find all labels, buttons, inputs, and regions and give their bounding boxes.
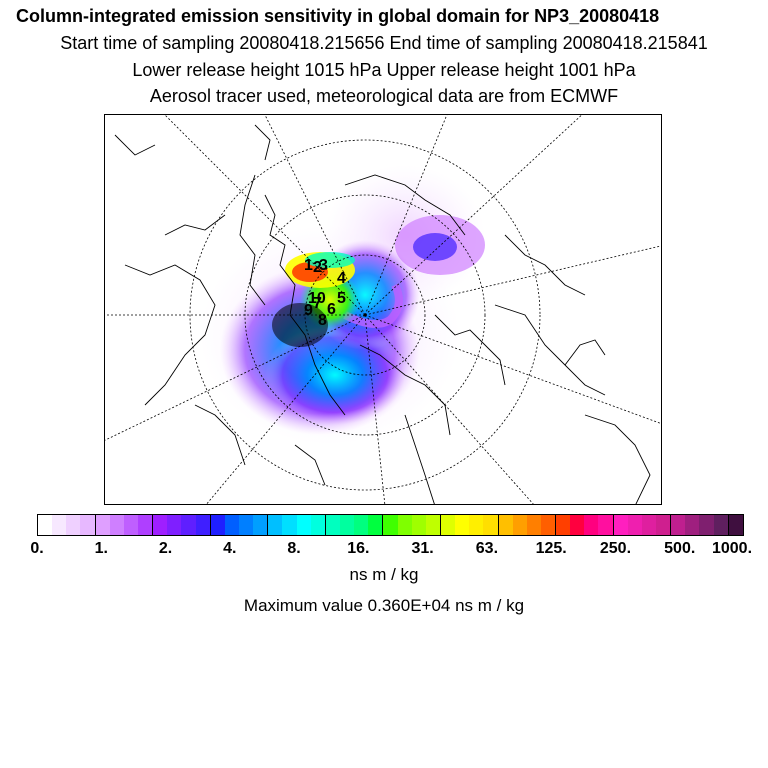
colorbar-tick-label: 0. (30, 540, 44, 557)
coastlines (114, 124, 651, 504)
colorbar-swatch (137, 515, 153, 535)
graticule (105, 115, 661, 504)
colorbar-tick-label: 8. (287, 540, 301, 557)
colorbar-swatch (224, 515, 239, 535)
colorbar-swatch (439, 515, 456, 535)
colorbar-swatch (253, 515, 268, 535)
maximum-value-label: Maximum value 0.360E+04 ns m / kg (243, 596, 525, 615)
colorbar-swatch (526, 515, 541, 535)
colorbar-swatch (167, 515, 182, 535)
colorbar-tick-label: 63. (475, 540, 499, 557)
colorbar-swatch (282, 515, 297, 535)
colorbar-swatch (455, 515, 470, 535)
colorbar-swatch (497, 515, 513, 535)
colorbar-swatch (324, 515, 340, 535)
colorbar-swatch (540, 515, 556, 535)
colorbar-swatch (238, 515, 254, 535)
colorbar-tick-label: 250. (599, 540, 632, 557)
tracer-info-line: Aerosol tracer used, meteorological data… (149, 86, 619, 106)
colorbar-swatch (570, 515, 585, 535)
colorbar-swatch (123, 515, 138, 535)
colorbar-swatch (598, 515, 613, 535)
colorbar-swatch (656, 515, 671, 535)
colorbar-swatch (181, 515, 196, 535)
release-label: 10 (308, 290, 326, 307)
release-label: 9 (304, 302, 313, 319)
colorbar-tick-labels: 0. 1. 2. 4. 8. 16. 31. 63. 125. 250. 500. 1000. (0, 540, 768, 560)
release-label: 2 (313, 259, 322, 276)
colorbar-swatch (354, 515, 369, 535)
plot-title: Column-integrated emission sensitivity i… (16, 6, 660, 26)
release-markers: 1 2 3 4 5 6 7 8 9 10 (304, 257, 346, 329)
colorbar-swatch (382, 515, 398, 535)
map-canvas: 1 2 3 4 5 6 7 8 9 10 (105, 115, 661, 504)
colorbar-swatch (670, 515, 686, 535)
colorbar-swatch (685, 515, 700, 535)
colorbar-swatch (512, 515, 527, 535)
colorbar-tick-label: 2. (158, 540, 173, 557)
colorbar-swatch (52, 515, 67, 535)
release-label: 8 (318, 312, 327, 329)
polar-map: 1 2 3 4 5 6 7 8 9 10 (104, 114, 662, 505)
colorbar-swatch (339, 515, 355, 535)
colorbar-swatch (411, 515, 426, 535)
colorbar-swatch (699, 515, 714, 535)
colorbar-swatch (368, 515, 383, 535)
colorbar-swatch (483, 515, 498, 535)
colorbar-tick-label: 1000. (711, 540, 753, 557)
colorbar-swatch (641, 515, 657, 535)
colorbar-swatch (80, 515, 95, 535)
colorbar-swatch (109, 515, 124, 535)
colorbar-tick-label: 500. (664, 540, 696, 557)
colorbar-swatch (727, 515, 743, 535)
colorbar-swatch (584, 515, 599, 535)
release-label: 5 (337, 290, 346, 307)
colorbar-swatch (469, 515, 484, 535)
colorbar-tick-label: 31. (411, 540, 434, 557)
colorbar-swatch (612, 515, 628, 535)
release-height-line: Lower release height 1015 hPa Upper rele… (132, 60, 636, 80)
colorbar (37, 514, 744, 536)
colorbar-swatch (152, 515, 168, 535)
colorbar-swatch (627, 515, 642, 535)
colorbar-tick-label: 125. (535, 540, 567, 557)
colorbar-swatch (94, 515, 110, 535)
colorbar-swatch (397, 515, 412, 535)
colorbar-unit: ns m / kg (349, 565, 419, 584)
colorbar-swatch (310, 515, 325, 535)
release-label: 6 (327, 301, 336, 318)
colorbar-swatch (267, 515, 283, 535)
colorbar-tick-label: 16. (347, 540, 370, 557)
release-label: 7 (313, 295, 322, 312)
colorbar-swatch (209, 515, 225, 535)
colorbar-swatch (296, 515, 311, 535)
release-label: 3 (319, 257, 328, 274)
colorbar-swatch (66, 515, 81, 535)
release-label: 4 (337, 270, 346, 287)
colorbar-tick-label: 4. (223, 540, 237, 557)
colorbar-swatch (195, 515, 210, 535)
release-label: 1 (304, 257, 313, 274)
colorbar-swatch (425, 515, 440, 535)
colorbar-tick-label: 1. (94, 540, 108, 557)
colorbar-swatch (555, 515, 571, 535)
sampling-time-line: Start time of sampling 20080418.215656 E… (60, 33, 708, 53)
colorbar-swatch (713, 515, 728, 535)
colorbar-swatch (38, 515, 53, 535)
